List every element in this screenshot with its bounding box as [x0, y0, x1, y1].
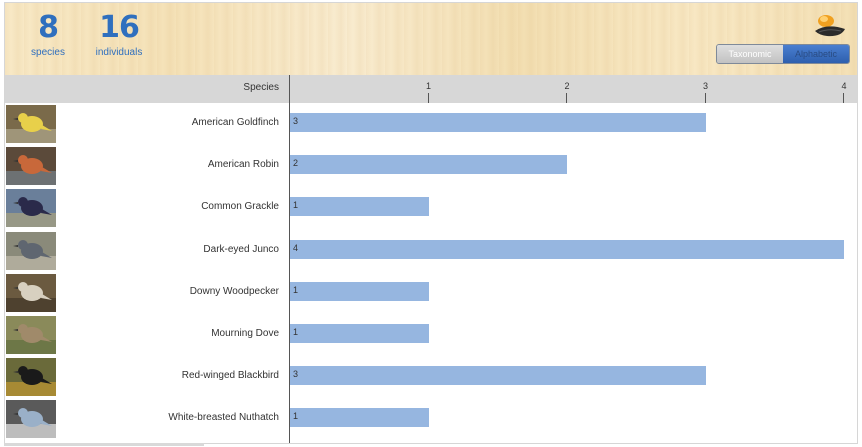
- bird-logo-icon: [815, 15, 845, 37]
- count-bar: 1: [290, 408, 429, 428]
- bird-photo-thumbnail[interactable]: [6, 147, 56, 186]
- species-name[interactable]: Common Grackle: [201, 201, 279, 213]
- bird-photo-thumbnail[interactable]: [6, 400, 56, 439]
- count-bar: 4: [290, 239, 844, 259]
- count-label: 3: [293, 116, 299, 126]
- bird-photo-thumbnail[interactable]: [6, 358, 56, 397]
- species-row[interactable]: Red-winged Blackbird 3: [5, 357, 857, 399]
- species-count-label: species: [31, 47, 65, 58]
- bird-photo-thumbnail[interactable]: [6, 273, 56, 312]
- count-label: 3: [293, 369, 299, 380]
- horizontal-scrollbar[interactable]: [4, 443, 204, 446]
- x-tick-label: 1: [425, 81, 431, 91]
- summary-header: 8 species 16 individuals Taxonomic Alpha…: [5, 3, 857, 75]
- species-name[interactable]: Dark-eyed Junco: [203, 243, 279, 255]
- column-header-row: Species: [5, 75, 857, 103]
- species-row[interactable]: Mourning Dove 1: [5, 315, 857, 357]
- species-row[interactable]: Common Grackle 1: [5, 188, 857, 230]
- count-bar: 1: [290, 281, 429, 301]
- count-label: 1: [293, 411, 299, 422]
- bird-photo-thumbnail[interactable]: [6, 189, 56, 228]
- species-row[interactable]: White-breasted Nuthatch 1: [5, 399, 857, 441]
- count-label: 1: [293, 284, 299, 295]
- sort-toggle[interactable]: Taxonomic Alphabetic: [716, 44, 850, 64]
- x-tick-mark: [566, 93, 567, 103]
- count-bar: 1: [290, 324, 429, 343]
- bird-photo-thumbnail[interactable]: [6, 105, 56, 143]
- bird-photo-thumbnail[interactable]: [6, 316, 56, 354]
- count-label: 2: [293, 158, 299, 169]
- x-tick-label: 3: [702, 81, 708, 91]
- species-row[interactable]: Downy Woodpecker 1: [5, 273, 857, 315]
- individuals-stat: 16 individuals: [91, 11, 147, 59]
- bird-photo-thumbnail[interactable]: [6, 231, 56, 270]
- species-name[interactable]: Mourning Dove: [211, 328, 279, 339]
- species-name[interactable]: Downy Woodpecker: [189, 285, 279, 297]
- count-bar: 2: [290, 155, 567, 175]
- x-tick-2: 2: [561, 75, 573, 103]
- individuals-count: 16: [99, 10, 140, 45]
- count-label: 1: [293, 200, 299, 211]
- species-name[interactable]: Red-winged Blackbird: [181, 370, 279, 382]
- x-tick-4: 4: [838, 75, 850, 103]
- species-row[interactable]: Dark-eyed Junco 4: [5, 231, 857, 273]
- species-name[interactable]: American Goldfinch: [191, 117, 279, 128]
- bird-tally-panel: 8 species 16 individuals Taxonomic Alpha…: [4, 2, 858, 444]
- species-stat: 8 species: [29, 11, 67, 59]
- species-row[interactable]: American Goldfinch 3: [5, 104, 857, 146]
- count-bar: 3: [290, 366, 706, 386]
- species-column-header[interactable]: Species: [243, 82, 279, 93]
- count-bar: 3: [290, 113, 706, 132]
- sort-option-taxonomic[interactable]: Taxonomic: [717, 45, 783, 63]
- x-tick-label: 4: [841, 81, 847, 91]
- x-tick-1: 1: [423, 75, 435, 103]
- count-label: 4: [293, 242, 299, 253]
- axis-divider: [289, 75, 290, 443]
- species-name[interactable]: White-breasted Nuthatch: [168, 412, 279, 424]
- count-bar: 1: [290, 197, 429, 217]
- x-tick-mark: [427, 93, 429, 103]
- individuals-count-label: individuals: [95, 47, 143, 58]
- species-row[interactable]: American Robin 2: [5, 146, 857, 188]
- sort-option-alphabetic[interactable]: Alphabetic: [783, 45, 849, 63]
- species-name[interactable]: American Robin: [207, 159, 279, 171]
- x-tick-mark: [843, 93, 844, 103]
- x-tick-mark: [704, 93, 706, 103]
- x-tick-3: 3: [700, 75, 712, 103]
- species-count: 8: [38, 10, 59, 45]
- count-label: 1: [293, 327, 299, 337]
- x-tick-label: 2: [564, 81, 570, 91]
